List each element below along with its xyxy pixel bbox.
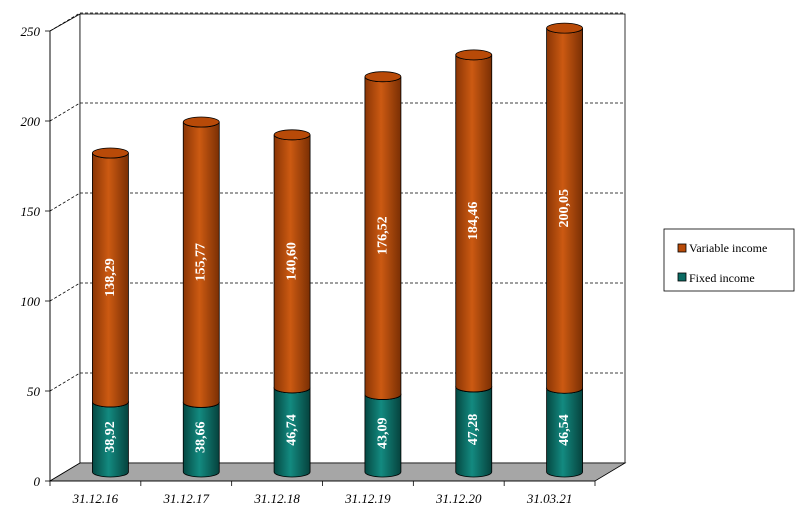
- data-label-fixed-income: 47,28: [466, 414, 481, 446]
- data-label-variable-income: 176,52: [375, 216, 390, 255]
- y-tick-label: 0: [34, 474, 41, 489]
- bar-cap: [364, 71, 402, 83]
- bar-stack: 46,54 200,05: [546, 22, 583, 478]
- y-tick-label: 50: [27, 384, 41, 399]
- chart-frame: [48, 12, 627, 482]
- legend: Variable income Fixed income: [663, 228, 795, 292]
- data-label-variable-income: 140,60: [285, 242, 300, 281]
- y-tick-label: 100: [21, 294, 41, 309]
- bars: 38,92 138,29 38,66 155,77 46,74 140,60 43,09 17…: [92, 22, 583, 478]
- x-tick-label: 31.12.20: [435, 491, 482, 506]
- gridline-side: [49, 102, 81, 122]
- x-axis: 31.12.16 31.12.17 31.12.18 31.12.19 31.12.20…: [49, 480, 596, 506]
- x-tick-label: 31.12.19: [344, 491, 391, 506]
- floor: [48, 462, 627, 482]
- back-wall: [79, 13, 626, 464]
- x-tick-label: 31.12.16: [72, 491, 119, 506]
- x-tick-label: 31.12.17: [163, 491, 210, 506]
- data-label-variable-income: 184,46: [466, 202, 481, 241]
- data-label-fixed-income: 46,54: [557, 414, 572, 446]
- bar-cap: [546, 22, 583, 34]
- bar-stack: 43,09 176,52: [364, 71, 402, 478]
- legend-label-variable-income: Variable income: [689, 241, 767, 255]
- bar-cap: [455, 49, 493, 61]
- gridline-side: [49, 12, 81, 32]
- y-tick-label: 200: [21, 114, 41, 129]
- data-label-variable-income: 155,77: [194, 243, 209, 282]
- y-tick-label: 250: [21, 24, 41, 39]
- left-wall: [49, 13, 81, 482]
- bar-stack: 38,92 138,29: [92, 147, 129, 478]
- gridline-side: [49, 282, 81, 302]
- bar-stack: 38,66 155,77: [182, 116, 220, 478]
- bar-cap: [182, 116, 220, 128]
- legend-swatch-variable-income: [677, 243, 687, 253]
- y-tick-label: 150: [21, 204, 41, 219]
- data-label-fixed-income: 43,09: [375, 417, 390, 449]
- gridline-side: [49, 372, 81, 392]
- data-label-fixed-income: 38,92: [103, 421, 118, 453]
- bar-stack: 46,74 140,60: [273, 129, 311, 478]
- legend-swatch-fixed-income: [677, 272, 687, 282]
- data-label-fixed-income: 46,74: [285, 414, 300, 446]
- x-tick-label: 31.03.21: [526, 491, 573, 506]
- legend-label-fixed-income: Fixed income: [689, 271, 755, 285]
- bar-cap: [273, 129, 311, 141]
- data-label-variable-income: 200,05: [557, 189, 572, 228]
- data-label-variable-income: 138,29: [103, 258, 118, 297]
- bar-stack: 47,28 184,46: [455, 49, 493, 478]
- data-label-fixed-income: 38,66: [194, 421, 209, 453]
- y-axis: 0 50 100 150 200 250: [21, 24, 51, 489]
- bar-cap: [92, 147, 129, 159]
- gridline-side: [49, 192, 81, 212]
- x-tick-label: 31.12.18: [253, 491, 300, 506]
